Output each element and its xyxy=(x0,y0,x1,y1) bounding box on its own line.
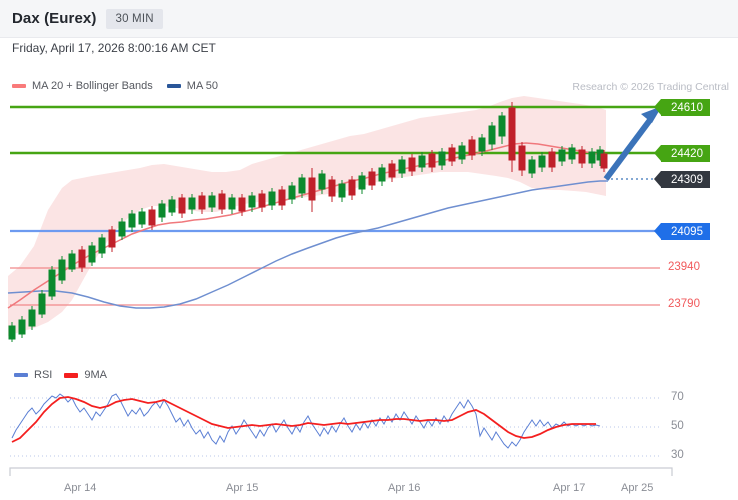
x-tick-label: Apr 16 xyxy=(388,482,421,494)
legend-item-rsi[interactable]: RSI xyxy=(14,369,52,381)
x-tick-label: Apr 14 xyxy=(64,482,97,494)
legend-item-ma50[interactable]: MA 50 xyxy=(166,80,218,92)
rsi-label-70: 70 xyxy=(671,391,684,403)
legend-item-label: RSI xyxy=(34,369,53,381)
legend-item-ma20[interactable]: MA 20 + Bollinger Bands xyxy=(12,80,153,92)
timeframe-badge[interactable]: 30 MIN xyxy=(106,8,163,29)
timestamp-label: Friday, April 17, 2026 8:00:16 AM CET xyxy=(12,41,216,55)
bullish-arrow-annotation xyxy=(603,106,662,181)
chart-header: Dax (Eurex) 30 MIN xyxy=(0,0,738,38)
price-tag-value: 24095 xyxy=(671,225,703,238)
ma50-line xyxy=(7,180,608,309)
rsi-plot: 70 50 30 xyxy=(0,382,738,470)
research-credit: Research © 2026 Trading Central xyxy=(572,81,729,93)
x-axis-ticks xyxy=(9,467,673,476)
ma50-color-swatch xyxy=(166,84,181,88)
rsi-label-50: 50 xyxy=(671,420,684,432)
x-tick-label: Apr 15 xyxy=(226,482,259,494)
price-legend: MA 20 + Bollinger Bands MA 50 xyxy=(12,80,218,92)
rsi-line xyxy=(11,393,601,449)
rsi-canvas xyxy=(10,393,660,457)
rsi-label-30: 30 xyxy=(671,449,684,461)
price-tag-value: 24610 xyxy=(671,101,703,114)
legend-item-label: MA 50 xyxy=(186,80,218,92)
x-tick-label: Apr 17 xyxy=(553,482,586,494)
price-tag-24420[interactable]: 24420 xyxy=(654,145,710,162)
price-label-23940: 23940 xyxy=(668,261,700,273)
price-tag-24095[interactable]: 24095 xyxy=(654,223,710,240)
x-tick-label: Apr 25 xyxy=(621,482,654,494)
price-tag-24610[interactable]: 24610 xyxy=(654,99,710,116)
legend-item-label: MA 20 + Bollinger Bands xyxy=(32,80,153,92)
price-tag-24309[interactable]: 24309 xyxy=(654,171,710,188)
instrument-title: Dax (Eurex) xyxy=(12,10,97,27)
ma9-color-swatch xyxy=(64,372,79,378)
ma20-color-swatch xyxy=(12,84,26,88)
rsi-signal-line xyxy=(11,396,596,443)
price-tag-value: 24309 xyxy=(671,173,703,186)
price-label-23790: 23790 xyxy=(668,298,700,310)
price-tag-value: 24420 xyxy=(671,147,703,160)
bollinger-band-fill xyxy=(8,96,606,336)
x-axis: Apr 14 Apr 15 Apr 16 Apr 17 Apr 25 xyxy=(0,466,738,500)
legend-item-9ma[interactable]: 9MA xyxy=(64,369,107,381)
legend-item-label: 9MA xyxy=(84,369,107,381)
price-canvas xyxy=(7,96,662,342)
rsi-legend: RSI 9MA xyxy=(14,369,107,381)
rsi-color-swatch xyxy=(14,373,28,377)
price-plot: 24610 24420 24309 24095 23940 23790 xyxy=(0,60,738,355)
candlestick-series xyxy=(8,102,608,342)
